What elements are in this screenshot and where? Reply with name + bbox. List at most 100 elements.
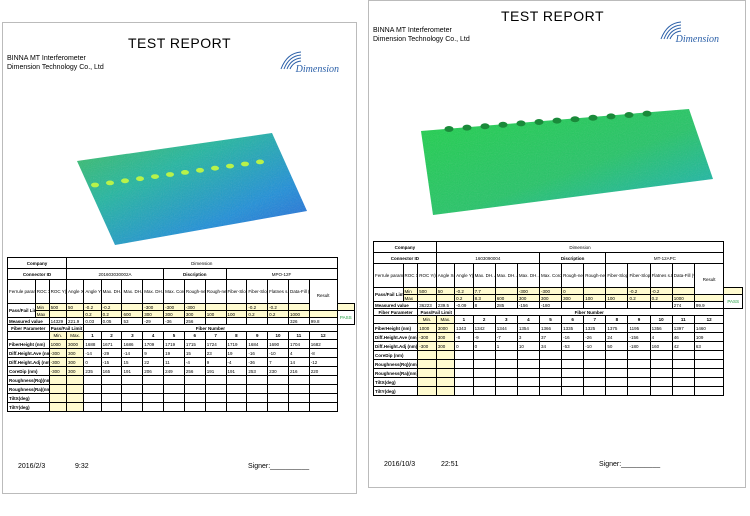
fiber-value: 249 — [163, 366, 185, 376]
fiber-min-value — [417, 359, 437, 369]
fiber-value: 9 — [204, 357, 227, 367]
max-limit-value: 0.2 — [83, 310, 102, 318]
measured-value: 256 — [183, 317, 206, 325]
fiber-value — [183, 384, 206, 394]
fiber-value: -26 — [583, 332, 607, 342]
fiber-value — [163, 375, 185, 385]
fiber-value: -8 — [454, 332, 474, 342]
fiber-value — [649, 368, 673, 378]
fiber-value — [142, 393, 165, 403]
fiber-value: 1682 — [308, 339, 338, 349]
measured-value: 221.9 — [65, 317, 85, 325]
fiber-number: 1 — [83, 331, 102, 340]
max-limit-value: 100 — [225, 310, 248, 318]
fiber-value — [287, 393, 310, 403]
measured-value: 274 — [671, 301, 695, 309]
fiber-number: 10 — [267, 331, 289, 340]
fiber-row-label: CoreDip (nm) — [7, 366, 50, 376]
min-limit-value — [605, 287, 629, 295]
min-limit-value: -300 — [142, 303, 165, 311]
fiber-value — [204, 375, 227, 385]
fiber-value: 1397 — [671, 323, 695, 333]
fiber-value: 1 — [494, 341, 518, 351]
fiber-row: Roughness(Ra)(nm) — [372, 368, 743, 378]
fiber-row-label: TiltX(deg) — [372, 377, 419, 387]
fiber-value — [516, 350, 540, 360]
fiber-value — [627, 368, 651, 378]
fiber-value: 24 — [605, 332, 629, 342]
report-title: TEST REPORT — [128, 35, 232, 51]
measured-value: -29 — [142, 317, 165, 325]
fiber-number: 7 — [583, 315, 607, 324]
fiber-value: -156 — [627, 332, 651, 342]
fiber-passfail-label: Pass/Fail Limit — [48, 324, 85, 332]
fiber-value — [246, 384, 269, 394]
min-limit-value: -0.2 — [83, 303, 102, 311]
measured-value — [246, 317, 269, 325]
fiber-value — [204, 402, 227, 412]
fiber-value: 1704 — [287, 339, 310, 349]
fiber-value — [538, 350, 563, 360]
fiber-max-value — [65, 402, 85, 412]
param-header: Fiber-Slop X(deg) — [225, 279, 248, 304]
surface-3d-plot — [7, 93, 355, 263]
measured-value: 99.8 — [308, 317, 338, 325]
fiber-value: 11 — [163, 357, 185, 367]
fiber-value: 9 — [142, 348, 165, 358]
fiber-value: 34 — [538, 341, 563, 351]
param-header: Rough-ness (Ra)(nm) — [204, 279, 227, 304]
fiber-min-value: -300 — [48, 348, 67, 358]
fiber-value — [83, 393, 102, 403]
fiber-value: 1325 — [583, 323, 607, 333]
measured-value: 285 — [494, 301, 518, 309]
param-header: Max. DH. All(nm) — [472, 263, 496, 288]
description-value: MT-12APC — [605, 252, 725, 264]
fiber-value: 42 — [671, 341, 695, 351]
fiber-value: -53 — [561, 341, 585, 351]
min-limit-value: -0.2 — [246, 303, 269, 311]
company-value: Dimension — [435, 241, 725, 253]
fiber-min-value: 1000 — [48, 339, 67, 349]
fiber-row: Roughness(Ra)(nm) — [7, 384, 355, 394]
fiber-value — [494, 368, 518, 378]
fiber-value: 253 — [246, 366, 269, 376]
fiber-value: -16 — [561, 332, 585, 342]
param-header: Rough-ness (Ra)(nm) — [583, 263, 607, 288]
fiber-value: 23 — [204, 348, 227, 358]
connector-id-value: 201603030002A — [65, 268, 165, 280]
fiber-row: TiltY(deg) — [7, 402, 355, 412]
fiber-value: -15 — [100, 357, 123, 367]
fiber-value: 1690 — [267, 339, 289, 349]
fiber-value — [472, 377, 496, 387]
min-limit-value — [336, 303, 356, 311]
connector-id-label: Connector ID — [7, 268, 67, 280]
fiber-value — [649, 350, 673, 360]
fiber-value — [142, 402, 165, 412]
company-line-2: Dimension Technology Co., Ltd — [373, 36, 470, 43]
fiber-value: 1344 — [494, 323, 518, 333]
fiber-value — [605, 359, 629, 369]
fiber-value — [454, 368, 474, 378]
fiber-value — [649, 386, 673, 396]
fiber-value — [494, 359, 518, 369]
fiber-value — [121, 375, 144, 385]
param-header: Max. DH. Ave(nm) — [494, 263, 518, 288]
fiber-value — [583, 359, 607, 369]
fiber-value: -4 — [183, 357, 206, 367]
fiber-min-label: Min. — [417, 315, 437, 324]
max-limit-value: 100 — [583, 294, 607, 302]
fiber-number-label: Fiber Number — [454, 308, 725, 316]
max-limit-value: 100 — [204, 310, 227, 318]
fiber-value — [454, 350, 474, 360]
param-header: Data-Fill (%) — [287, 279, 310, 304]
fiber-value — [516, 377, 540, 387]
fiber-value: 4 — [649, 332, 673, 342]
fiber-value — [538, 386, 563, 396]
measured-label: Measured value — [372, 301, 419, 309]
fiber-value: 14 — [287, 357, 310, 367]
fiber-value: 1354 — [516, 323, 540, 333]
connector-id-label: Connector ID — [373, 252, 437, 264]
fiber-value: 191 — [225, 366, 248, 376]
max-limit-value: 300 — [163, 310, 185, 318]
fiber-value: 160 — [649, 341, 673, 351]
